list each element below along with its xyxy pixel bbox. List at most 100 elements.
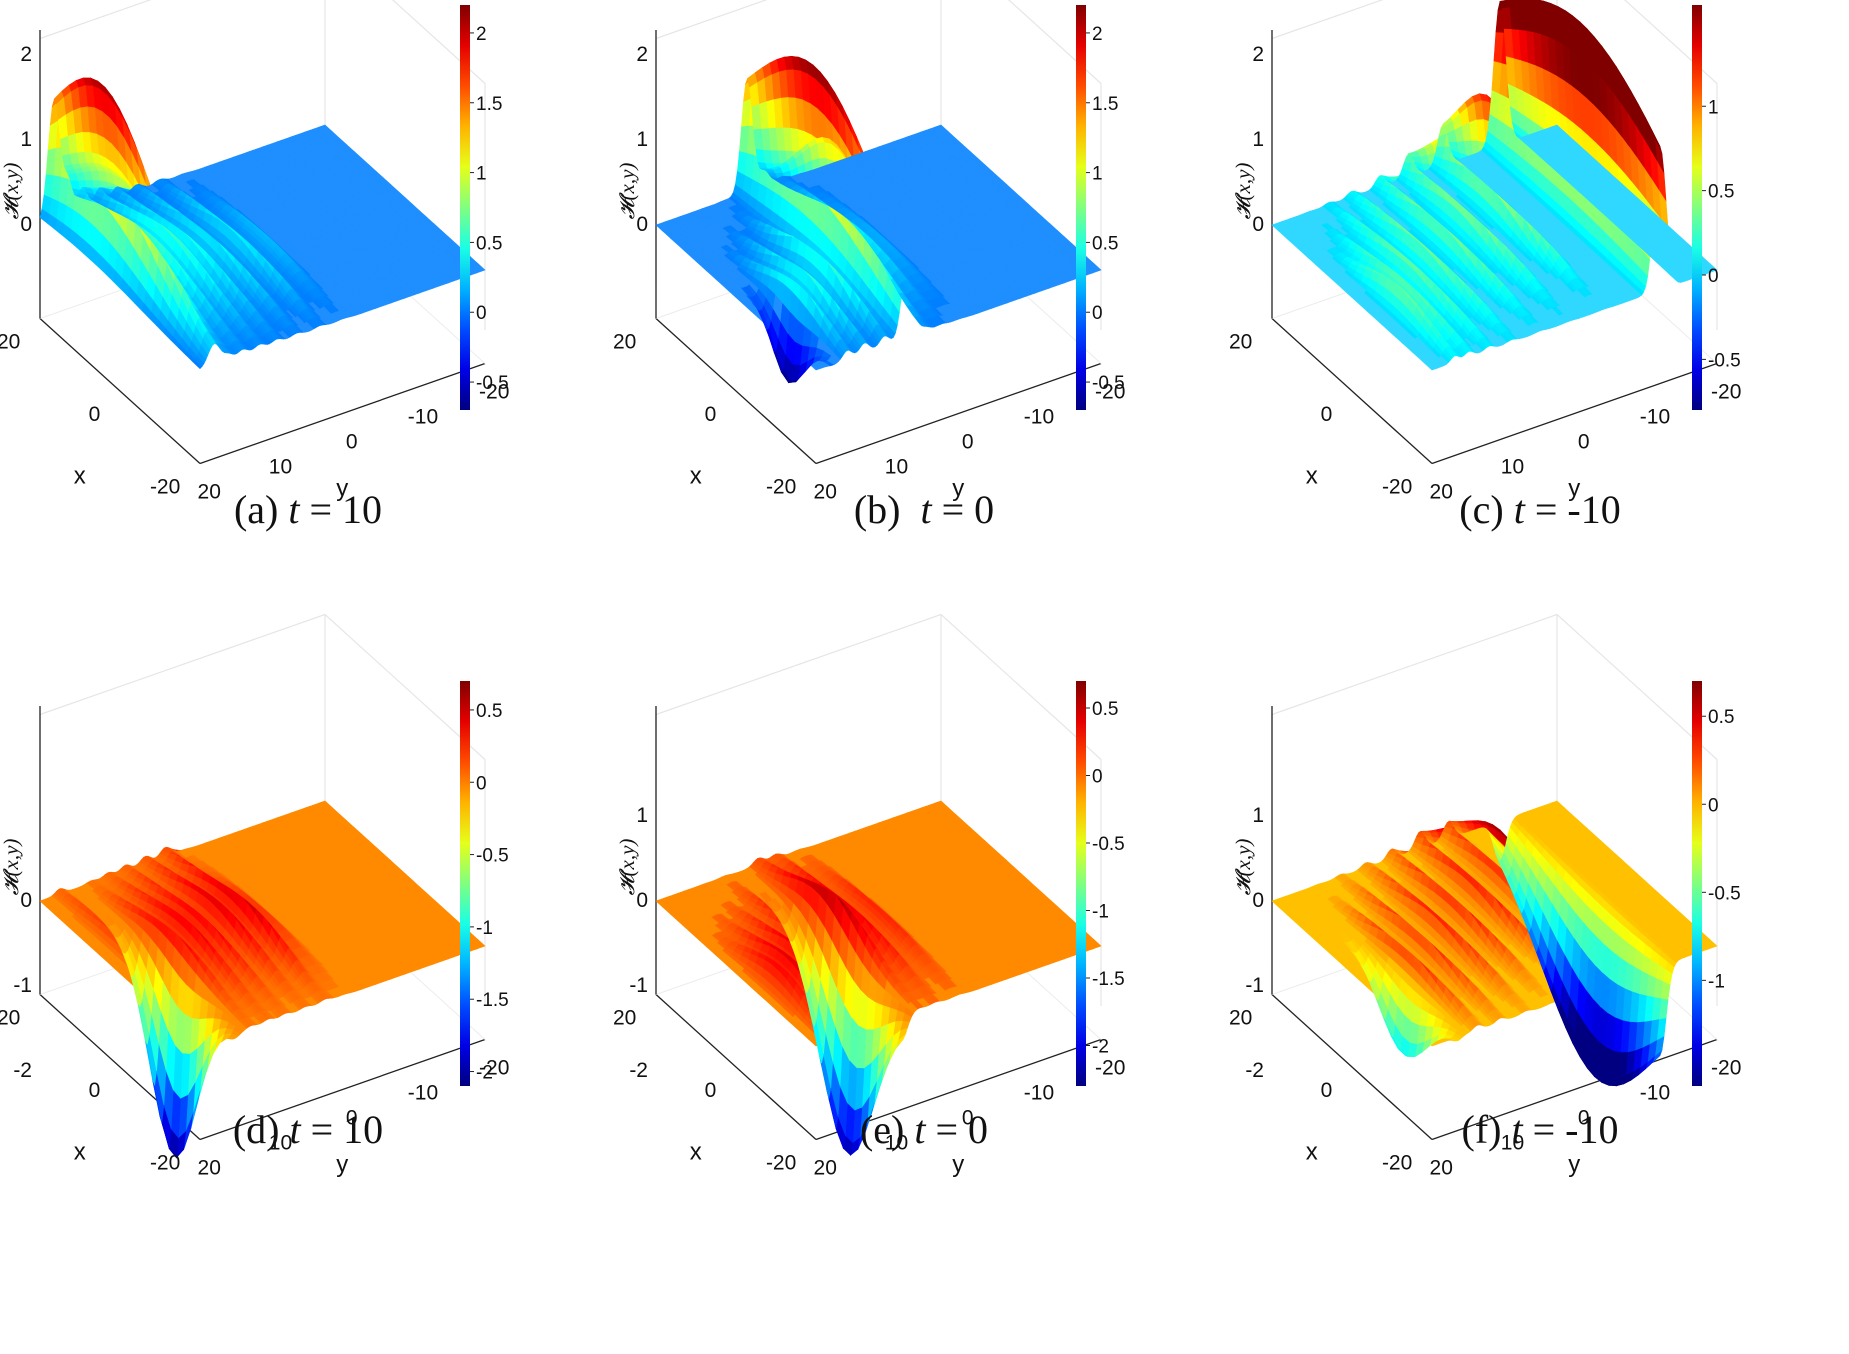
- colorbar-tick-label: -0.5: [476, 373, 509, 394]
- y-tick-label: -20: [1095, 1056, 1125, 1079]
- colorbar-tick-label: 0: [476, 303, 487, 324]
- z-axis-label: 𝓗(x,y): [0, 163, 23, 220]
- x-tick-label: 0: [705, 1079, 717, 1102]
- y-tick-label: 20: [1430, 480, 1453, 503]
- colorbar-tick-label: 1.5: [1092, 94, 1118, 115]
- x-tick-label: 20: [613, 331, 636, 354]
- y-tick-label: -20: [1095, 380, 1125, 403]
- y-tick-label: -20: [1711, 380, 1741, 403]
- colorbar-tick-label: 1: [1092, 164, 1103, 185]
- colorbar-tick-label: 0.5: [476, 701, 502, 722]
- panel-caption: (e) t = 0: [859, 1107, 989, 1152]
- z-axis-label: 𝓗(x,y): [615, 839, 639, 896]
- panel-caption: (b) t = 0: [853, 487, 995, 532]
- z-tick-label: 0: [636, 213, 648, 236]
- colorbar-tick-label: -1: [1092, 902, 1109, 923]
- colorbar-tick-label: -1: [1708, 971, 1725, 992]
- x-axis-label: x: [74, 462, 86, 489]
- y-axis-label: y: [952, 475, 964, 502]
- colorbar-tick-label: 0.5: [1092, 699, 1118, 720]
- x-tick-label: 20: [1229, 331, 1252, 354]
- colorbar-tick-label: 0: [1092, 303, 1103, 324]
- y-tick-label: 20: [814, 480, 837, 503]
- panel-time: 0: [968, 1107, 989, 1152]
- x-tick-label: 20: [613, 1007, 636, 1030]
- y-tick-label: 0: [346, 1106, 358, 1129]
- panel-caption: (d) t = 10: [232, 1107, 384, 1152]
- panel-a: 2 1 0 20 0 -20 20 10 0 -10 -20 x y 𝓗(x,y) 2 1.5 1 0.5 0 -0.…: [0, 0, 616, 676]
- colorbar-tick-label: -1: [476, 918, 493, 939]
- y-tick-label: 20: [198, 480, 221, 503]
- panel-label: (f): [1461, 1107, 1502, 1152]
- y-tick-label: -20: [1711, 1056, 1741, 1079]
- colorbar: 0.5 0 -0.5 -1 -1.5 -2: [460, 681, 509, 1086]
- surface: [39, 800, 486, 1159]
- z-axis-label: 𝓗(x,y): [1231, 163, 1255, 220]
- panel-time: -10: [1567, 487, 1621, 532]
- y-tick-label: 10: [1501, 1131, 1524, 1154]
- panel-caption: (c) t = -10: [1459, 487, 1621, 532]
- y-axis-label: y: [336, 1151, 348, 1178]
- panel-e: 1 0 -1 -2 20 0 -20 20 10 0 -10 -20 x y 𝓗(x,y) 0.5 0 -0.5-…: [613, 613, 1232, 1352]
- panel-label: (e): [859, 1107, 905, 1152]
- colorbar: 2 1.5 1 0.5 0 -0.5: [1076, 5, 1125, 410]
- colorbar-tick-label: 0: [1708, 266, 1719, 287]
- y-tick-label: 0: [1578, 1106, 1590, 1129]
- z-tick-label: 0: [1252, 889, 1264, 912]
- z-tick-label: 1: [20, 128, 32, 151]
- panel-b: 2 1 0 20 0 -20 20 10 0 -10 -20 x y 𝓗(x,y) 2 1.5 1 0.5 0 -0.…: [613, 0, 1232, 676]
- y-tick-label: 20: [1430, 1156, 1453, 1179]
- colorbar-tick-label: 0.5: [476, 233, 502, 254]
- x-axis-label: x: [1306, 462, 1318, 489]
- surface: [1271, 0, 1718, 371]
- panel-label: (b): [853, 487, 901, 532]
- z-tick-label: 0: [636, 889, 648, 912]
- panel-time: 0: [974, 487, 995, 532]
- y-tick-label: -10: [408, 1081, 438, 1104]
- y-tick-label: 10: [885, 1131, 908, 1154]
- panel-label: (c): [1459, 487, 1504, 532]
- y-tick-label: 0: [346, 430, 358, 453]
- y-tick-label: -20: [479, 380, 509, 403]
- x-tick-label: -20: [150, 476, 180, 499]
- colorbar-tick-label: -1.5: [1092, 969, 1125, 990]
- panel-label: (d): [232, 1107, 280, 1152]
- panel-caption: (a) t = 10: [233, 487, 383, 532]
- colorbar-tick-label: -0.5: [1092, 373, 1125, 394]
- y-tick-label: 10: [269, 455, 292, 478]
- panel-time: -10: [1565, 1107, 1619, 1152]
- z-tick-label: 2: [20, 43, 32, 66]
- x-tick-label: 0: [89, 403, 101, 426]
- z-tick-label: -1: [629, 974, 648, 997]
- colorbar-tick-label: 2: [476, 24, 487, 45]
- colorbar-tick-label: 0.5: [1092, 233, 1118, 254]
- z-tick-label: -2: [13, 1059, 32, 1082]
- colorbar-tick-label: -2: [476, 1063, 493, 1084]
- colorbar-tick-label: 2: [1092, 24, 1103, 45]
- z-tick-label: 1: [1252, 128, 1264, 151]
- y-axis-label: y: [1568, 1151, 1580, 1178]
- colorbar-tick-label: -0.5: [1708, 350, 1741, 371]
- y-tick-label: 10: [1501, 455, 1524, 478]
- x-tick-label: 0: [705, 403, 717, 426]
- x-tick-label: 0: [1321, 403, 1333, 426]
- colorbar: 0.5 0 -0.5 -1 -1.5 -2: [1076, 681, 1125, 1086]
- colorbar-tick-label: 0: [476, 773, 487, 794]
- colorbar-tick-label: -2: [1092, 1037, 1109, 1058]
- z-tick-label: 2: [1252, 43, 1264, 66]
- x-tick-label: -20: [1382, 476, 1412, 499]
- x-axis-label: x: [690, 1138, 702, 1165]
- z-axis-label: 𝓗(x,y): [615, 163, 639, 220]
- z-tick-label: 0: [20, 213, 32, 236]
- y-tick-label: 0: [962, 1106, 974, 1129]
- z-tick-label: -1: [1245, 974, 1264, 997]
